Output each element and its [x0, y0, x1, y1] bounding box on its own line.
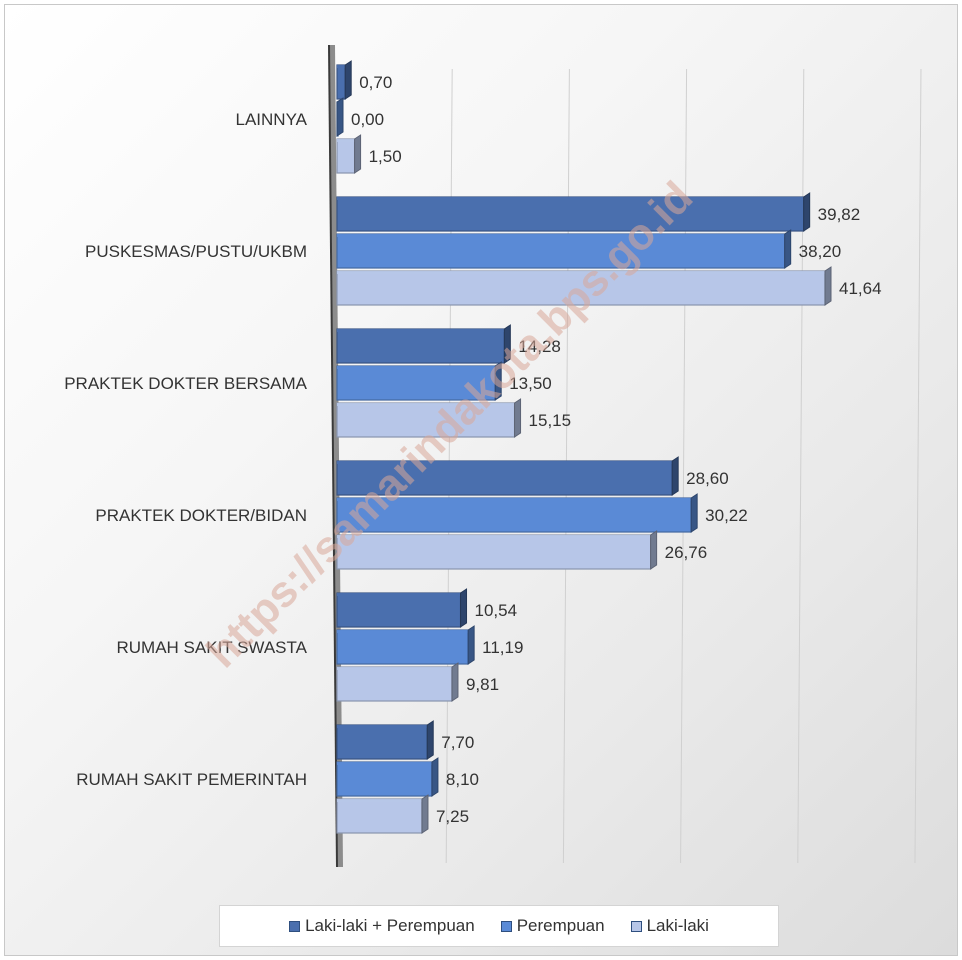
labels: LAINNYA 0,70 0,00 1,50 PUSKESMAS/PUSTU/UKBM 3…: [64, 73, 881, 826]
bar: [336, 757, 439, 797]
category-label: PRAKTEK DOKTER/BIDAN: [95, 506, 307, 525]
bar: [336, 398, 522, 438]
value-label: 0,00: [351, 110, 384, 129]
value-label: 26,76: [665, 543, 708, 562]
bar: [336, 361, 502, 401]
legend-item-total: Laki-laki + Perempuan: [289, 916, 475, 936]
value-label: 11,19: [482, 638, 523, 657]
gridline: [797, 68, 805, 864]
legend: Laki-laki + Perempuan Perempuan Laki-lak…: [219, 905, 779, 947]
bar: [336, 97, 344, 137]
bar: [336, 662, 459, 702]
category-label: PRAKTEK DOKTER BERSAMA: [64, 374, 307, 393]
bar: [336, 229, 792, 269]
value-label: 8,10: [446, 770, 479, 789]
bar: [336, 493, 698, 533]
chart-frame: LAINNYA 0,70 0,00 1,50 PUSKESMAS/PUSTU/UKBM 3…: [4, 4, 958, 956]
bar: [336, 625, 475, 665]
legend-item-laki-laki: Laki-laki: [630, 916, 709, 936]
category-label: RUMAH SAKIT PEMERINTAH: [76, 770, 307, 789]
category-label: PUSKESMAS/PUSTU/UKBM: [85, 242, 307, 261]
value-label: 14,28: [518, 337, 561, 356]
value-label: 7,25: [436, 807, 469, 826]
value-label: 9,81: [466, 675, 499, 694]
value-label: 41,64: [839, 279, 882, 298]
value-label: 10,54: [475, 601, 518, 620]
legend-label-total: Laki-laki + Perempuan: [305, 916, 475, 935]
value-label: 39,82: [818, 205, 861, 224]
bar: [336, 720, 434, 760]
bar-chart: LAINNYA 0,70 0,00 1,50 PUSKESMAS/PUSTU/UKBM 3…: [64, 44, 922, 868]
bar: [336, 192, 811, 232]
legend-swatch-perempuan: [500, 920, 512, 932]
value-label: 1,50: [369, 147, 402, 166]
value-label: 7,70: [441, 733, 474, 752]
bar: [336, 266, 832, 306]
value-label: 13,50: [509, 374, 552, 393]
category-label: LAINNYA: [236, 110, 308, 129]
axis-line: [328, 44, 338, 868]
bar: [336, 794, 429, 834]
bars: [336, 60, 832, 834]
legend-item-perempuan: Perempuan: [500, 916, 605, 936]
bar: [336, 530, 658, 570]
bar: [336, 456, 679, 496]
value-label: 30,22: [705, 506, 748, 525]
value-label: 0,70: [359, 73, 392, 92]
legend-label-perempuan: Perempuan: [516, 916, 605, 935]
legend-swatch-laki-laki: [630, 920, 642, 932]
bar: [336, 324, 511, 364]
value-label: 38,20: [799, 242, 842, 261]
value-label: 28,60: [686, 469, 729, 488]
bar: [336, 588, 468, 628]
legend-swatch-total: [289, 920, 301, 932]
bar: [336, 134, 362, 174]
category-label: RUMAH SAKIT SWASTA: [117, 638, 308, 657]
value-label: 15,15: [529, 411, 572, 430]
gridline: [914, 68, 922, 864]
bar: [336, 60, 352, 100]
legend-label-laki-laki: Laki-laki: [646, 916, 709, 935]
